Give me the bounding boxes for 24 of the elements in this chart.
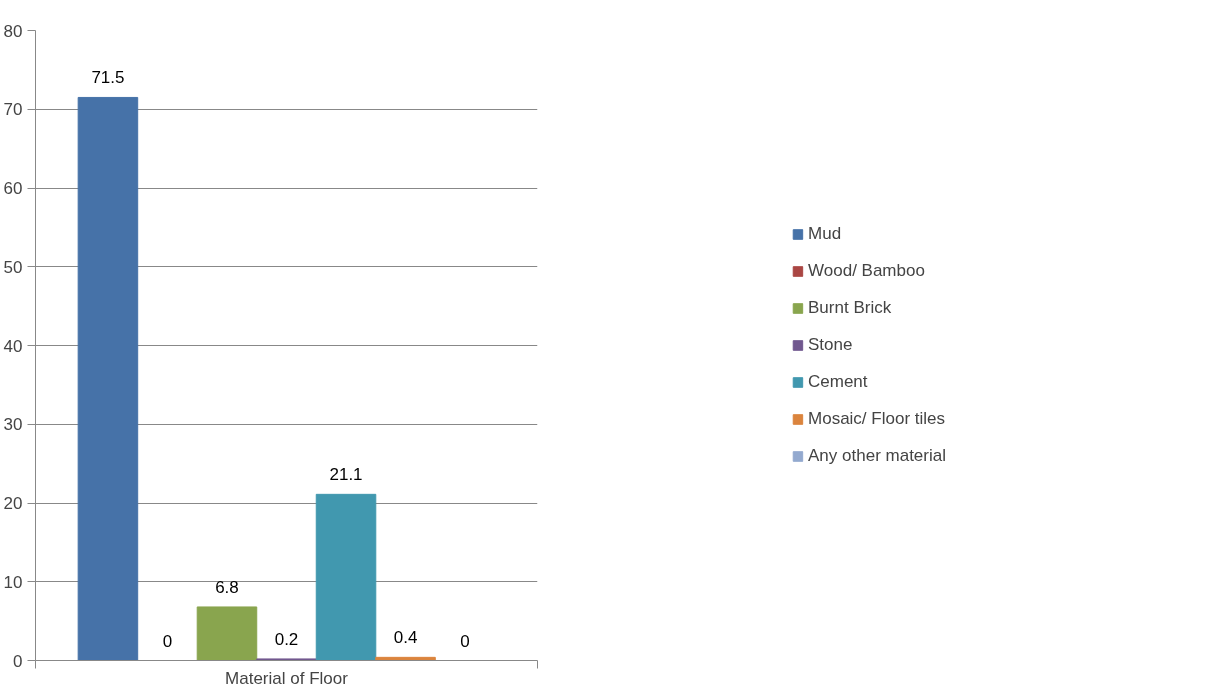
data-label: 0.4: [393, 628, 418, 648]
legend-label: Any other material: [808, 446, 946, 466]
y-tick-label: 40: [3, 336, 23, 356]
y-tick-label: 10: [3, 572, 23, 592]
legend-label: Burnt Brick: [808, 298, 892, 318]
y-tick-label: 80: [3, 21, 23, 41]
data-label: 6.8: [215, 577, 239, 597]
data-label: 0.2: [274, 629, 299, 649]
data-label: 0: [460, 631, 470, 651]
legend-label: Cement: [808, 372, 868, 392]
legend-label: Stone: [808, 335, 853, 355]
data-label: 21.1: [329, 465, 363, 485]
x-axis-title: Material of Floor: [225, 668, 349, 688]
legend-label: Mud: [808, 224, 842, 244]
y-tick-label: 0: [13, 651, 23, 671]
data-label: 71.5: [91, 68, 125, 88]
y-tick-label: 70: [3, 100, 23, 120]
data-label: 0: [162, 631, 173, 651]
y-tick-label: 60: [3, 179, 23, 198]
y-tick-label: 50: [3, 257, 23, 277]
y-tick-label: 30: [3, 415, 23, 435]
legend-label: Wood/ Bamboo: [808, 261, 925, 281]
legend-label: Mosaic/ Floor tiles: [808, 409, 946, 429]
y-tick-label: 20: [3, 494, 23, 513]
